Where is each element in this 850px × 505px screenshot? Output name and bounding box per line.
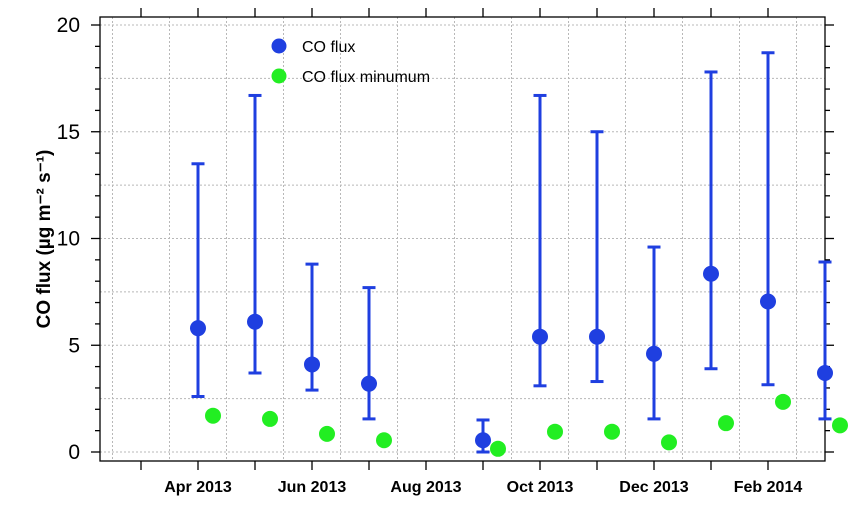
y-tick-label: 15 [57,121,80,144]
co-flux-point [532,328,548,345]
y-tick-label: 5 [68,334,80,357]
co-flux-point [817,365,833,382]
axis-ticks [91,8,834,470]
legend-label-co-flux: CO flux [302,39,355,56]
co-flux-point [475,432,491,449]
x-tick-label: Feb 2014 [734,479,803,496]
co-flux-minimum-point [661,434,677,451]
co-flux-minimum-point [718,415,734,432]
plot-frame [99,16,826,462]
x-tick-label: Jun 2013 [278,479,347,496]
co-flux-minimum-point [775,393,791,410]
co-flux-minimum-point [547,423,563,440]
x-tick-label: Dec 2013 [619,479,688,496]
y-tick-label: 0 [68,441,80,464]
co-flux-point [190,320,206,337]
legend: CO flux CO flux minumum [271,38,430,86]
co-flux-minimum-point [832,417,848,434]
co-flux-minimum-point [604,423,620,440]
co-flux-minimum-point [319,425,335,442]
x-tick-label: Aug 2013 [390,479,461,496]
legend-marker-co-flux [271,38,287,54]
co-flux-minimum-point [490,440,506,457]
co-flux-point [304,356,320,373]
y-tick-labels: 0 5 10 15 20 [57,14,80,464]
legend-marker-co-flux-minimum [271,68,287,84]
co-flux-point [646,345,662,362]
data-points [190,265,848,457]
co-flux-point [760,293,776,310]
co-flux-minimum-point [262,410,278,427]
co-flux-minimum-point [205,407,221,424]
x-tick-labels: Apr 2013 Jun 2013 Aug 2013 Oct 2013 Dec 2013… [164,479,802,496]
gridlines [100,17,825,461]
co-flux-point [247,313,263,330]
x-tick-label: Oct 2013 [507,479,574,496]
co-flux-minimum-point [376,432,392,449]
co-flux-point [589,328,605,345]
y-tick-label: 20 [57,14,80,37]
y-axis-title: CO flux (µg m⁻² s⁻¹) [34,150,55,329]
y-tick-label: 10 [57,228,80,251]
legend-label-co-flux-minimum: CO flux minumum [302,69,430,86]
x-tick-label: Apr 2013 [164,479,232,496]
co-flux-point [703,265,719,282]
co-flux-point [361,375,377,392]
